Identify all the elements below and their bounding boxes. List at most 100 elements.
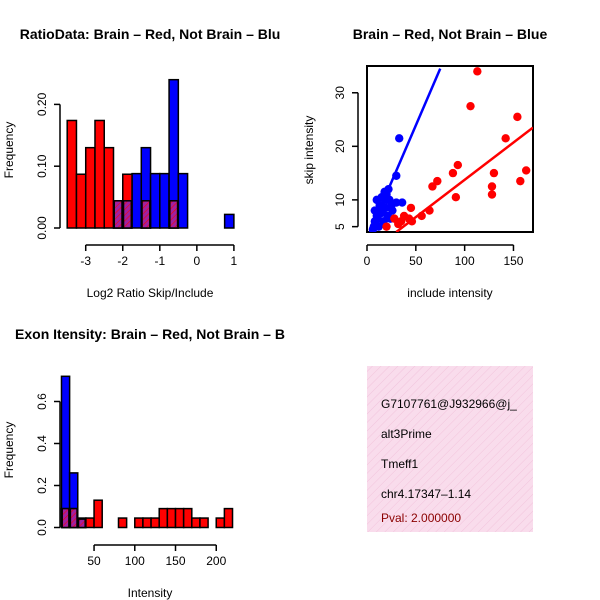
scatter-x-tick-label-0: 0	[364, 254, 371, 268]
ratio-x-tick-label-4: 1	[231, 254, 238, 268]
scatter-point-brain-0	[473, 67, 482, 76]
exon-bar-not-brain-0	[60, 375, 71, 529]
scatter-point-brain-3	[501, 134, 510, 143]
exon-bar-brain-5	[117, 517, 128, 529]
scatter-point-brain-1	[466, 101, 475, 111]
ratio-bar-not-brain-7	[177, 172, 189, 229]
info-gene-name: Tmeff1	[381, 457, 418, 471]
scatter-point-brain-16	[406, 203, 416, 213]
exon-bar-brain-12	[182, 507, 193, 529]
exon-bar-brain-9	[158, 507, 169, 529]
info-probe-id: G7107761@J932966@j_	[381, 397, 517, 411]
scatter-title: Brain – Red, Not Brain – Blue	[353, 26, 548, 42]
info-pval: Pval: 2.000000	[381, 511, 461, 525]
exon-bar-brain-4	[93, 499, 103, 529]
scatter-x-tick-label-2: 100	[455, 254, 475, 268]
exon-bar-brain-13	[191, 517, 201, 529]
ratio-histogram-overlap	[113, 200, 179, 229]
ratio-bar-brain-4	[103, 146, 115, 229]
exon-bar-brain-8	[150, 517, 160, 529]
scatter-point-brain-9	[453, 160, 463, 170]
exon-x-tick-label-2: 150	[165, 554, 185, 568]
exon-bar-brain-14	[199, 517, 209, 529]
scatter-xlabel: include intensity	[407, 286, 492, 300]
scatter-point-not-brain-19	[381, 203, 390, 213]
exon-histogram-bars-not-brain	[60, 375, 87, 529]
ratio-histogram-bars-not-brain	[112, 78, 235, 229]
exon-histogram-bars-brain	[60, 499, 234, 529]
exon-bar-brain-11	[174, 507, 185, 529]
scatter-point-brain-2	[513, 112, 522, 122]
ratio-x-tick-label-3: 0	[194, 254, 201, 268]
exon-bar-brain-3	[85, 517, 95, 529]
ratio-x-tick-label-1: -2	[117, 254, 128, 268]
ratio-bar-brain-2	[84, 146, 96, 229]
exon-x-tick-label-3: 200	[206, 554, 226, 568]
exon-histogram-xlabel: Intensity	[128, 586, 173, 600]
ratio-bar-not-brain-2	[131, 172, 143, 229]
exon-histogram-title: Exon Itensity: Brain – Red, Not Brain – …	[15, 326, 285, 342]
scatter-point-brain-8	[489, 168, 499, 178]
scatter-point-brain-10	[448, 168, 458, 178]
ratio-overlap-bar-6	[122, 200, 133, 229]
exon-bar-brain-16	[223, 507, 234, 529]
scatter-point-not-brain-0	[395, 134, 404, 143]
exon-histogram-overlap	[61, 507, 86, 529]
ratio-bar-brain-1	[75, 173, 87, 229]
exon-y-tick-label-1: 0.2	[35, 477, 49, 494]
scatter-point-brain-22	[390, 214, 399, 223]
scatter-point-brain-12	[433, 176, 442, 186]
ratio-histogram-xlabel: Log2 Ratio Skip/Include	[87, 286, 214, 300]
ratio-overlap-bar-5	[113, 200, 123, 229]
ratio-histogram-title: RatioData: Brain – Red, Not Brain – Blu	[20, 26, 281, 42]
exon-y-tick-label-0: 0.0	[35, 519, 49, 536]
exon-bar-brain-10	[166, 507, 177, 529]
exon-histogram-ylabel: Frequency	[2, 422, 16, 479]
exon-bar-brain-6	[134, 517, 144, 529]
exon-histogram: Exon Itensity: Brain – Red, Not Brain – …	[2, 326, 285, 600]
scatter-point-brain-6	[516, 176, 525, 186]
info-panel: G7107761@J932966@j_ alt3Prime Tmeff1 chr…	[367, 366, 533, 532]
ratio-y-tick-label-1: 0.10	[35, 154, 49, 178]
ratio-bar-not-brain-8	[223, 213, 235, 229]
ratio-bar-brain-0	[66, 119, 78, 229]
info-location: chr4.17347–1.14	[381, 487, 471, 501]
scatter-x-tick-label-1: 50	[409, 254, 423, 268]
scatter-points	[368, 67, 533, 232]
ratio-x-tick-label-0: -3	[80, 254, 91, 268]
scatter-y-tick-label-1: 10	[333, 193, 347, 207]
scatter-point-brain-5	[487, 182, 497, 191]
scatter-y-tick-label-2: 20	[333, 139, 347, 153]
scatter-point-brain-23	[382, 222, 391, 231]
exon-overlap-bar-2	[77, 518, 86, 529]
scatter-point-brain-11	[451, 192, 461, 202]
scatter-box	[366, 65, 534, 233]
ratio-x-tick-label-2: -1	[154, 254, 165, 268]
exon-x-tick-label-1: 100	[125, 554, 145, 568]
scatter-x-tick-label-3: 150	[503, 254, 523, 268]
ratio-bar-not-brain-5	[159, 172, 170, 229]
scatter-point-not-brain-26	[397, 198, 407, 207]
exon-histogram-axes: 50 100 150 200 0.0 0.2 0.4 0.6	[35, 393, 227, 568]
scatter-y-tick-label-3: 30	[333, 86, 347, 100]
scatter-point-brain-4	[521, 166, 531, 175]
scatter-fit-line-not-brain	[368, 68, 442, 232]
ratio-overlap-bar-8	[169, 200, 179, 229]
exon-overlap-bar-1	[69, 507, 78, 529]
scatter-point-not-brain-24	[374, 222, 383, 231]
ratio-overlap-bar-7	[141, 200, 151, 229]
exon-bar-brain-7	[142, 517, 152, 529]
ratio-y-tick-label-0: 0.00	[35, 216, 49, 240]
info-panel-background	[367, 366, 533, 532]
scatter-ylabel: skip intensity	[302, 116, 316, 185]
exon-y-tick-label-2: 0.4	[35, 435, 49, 452]
scatter-point-brain-7	[487, 190, 497, 199]
scatter-point-not-brain-25	[388, 206, 397, 215]
ratio-histogram: RatioData: Brain – Red, Not Brain – Blu …	[2, 26, 280, 300]
scatter-fit-line-brain	[395, 126, 533, 232]
ratio-y-tick-label-2: 0.20	[35, 92, 49, 116]
scatter-point-not-brain-29	[372, 195, 381, 205]
intensity-scatter: Brain – Red, Not Brain – Blue include in…	[302, 26, 547, 300]
scatter-y-tick-label-0: 5	[333, 223, 347, 230]
